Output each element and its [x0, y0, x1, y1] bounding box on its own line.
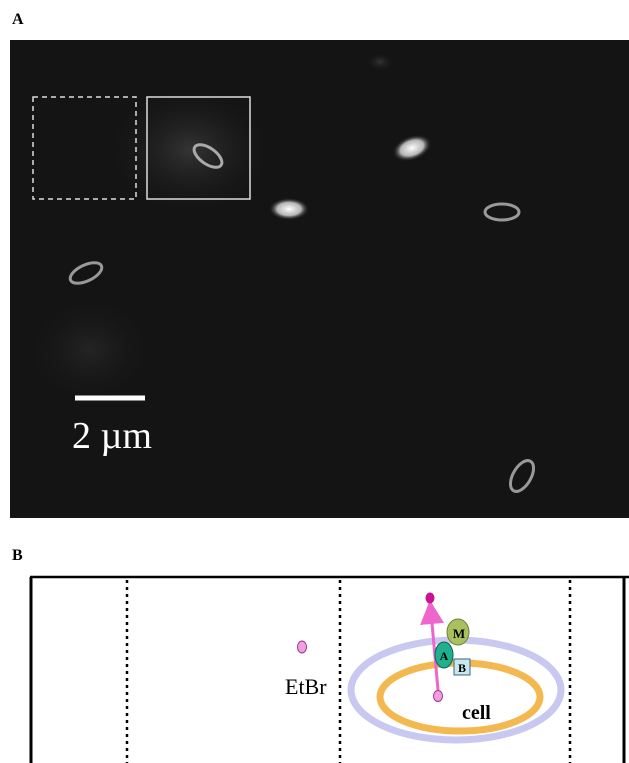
- scale-bar-label: 2 µm: [72, 415, 152, 457]
- protein-label: A: [440, 649, 449, 663]
- panel-label: A: [12, 11, 24, 28]
- schematic: [30, 577, 629, 763]
- compound-label: EtBr: [285, 674, 327, 699]
- protein-label: M: [453, 626, 465, 641]
- protein-label: B: [458, 661, 466, 675]
- cell-label: cell: [462, 702, 491, 724]
- panel-label: B: [12, 547, 23, 564]
- figure: A 2 µm B EtBr M A B cell: [0, 0, 629, 763]
